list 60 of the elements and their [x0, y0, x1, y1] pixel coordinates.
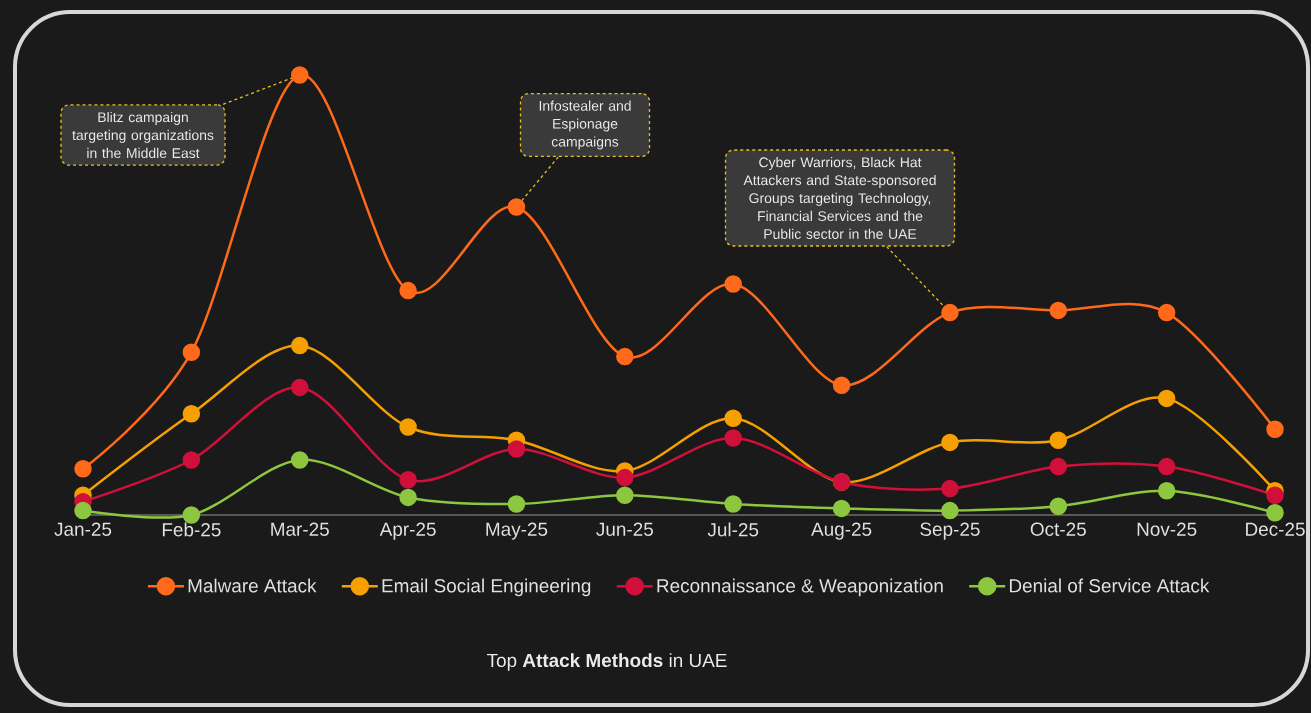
point: [832, 376, 851, 394]
point: [74, 501, 92, 520]
point: [832, 499, 851, 518]
x-tick-label: Feb-25: [162, 522, 221, 537]
x-tick-label: Apr-25: [379, 522, 436, 540]
x-tick-label: Dec-25: [1246, 522, 1305, 536]
x-tick-label: Mar-25: [271, 522, 329, 536]
annotation: Blitz campaign targeting organizations in the Middle East: [72, 111, 214, 159]
x-tick-label: Sep-25: [920, 522, 980, 540]
x-tick-label: Nov-25: [1137, 522, 1197, 536]
point: [399, 281, 417, 300]
point: [182, 343, 201, 361]
point: [290, 451, 309, 469]
point: [507, 440, 526, 458]
point: [1266, 504, 1284, 522]
point: [1266, 486, 1284, 504]
point: [724, 275, 742, 293]
point: [507, 495, 526, 513]
point: [941, 303, 959, 322]
point: [724, 495, 742, 513]
point: [399, 488, 417, 507]
point: [1049, 301, 1068, 320]
point: [616, 347, 634, 366]
x-tick-label: May-25: [486, 522, 548, 540]
point: [1157, 389, 1176, 408]
point: [74, 460, 92, 478]
x-tick-label: Jul-25: [707, 522, 759, 537]
x-tick-label: Jun-25: [596, 522, 653, 536]
point: [1157, 482, 1176, 500]
legend-label: Email Social Engineering: [382, 578, 591, 597]
point: [290, 336, 309, 355]
legend-label: Reconnaissance & Weaponization: [657, 578, 943, 597]
point: [182, 405, 201, 423]
annotation: Cyber Warriors, Black Hat Attackers and State-sponsored Groups targeting Technology, Financial Services and the Public sector in the UAE: [743, 157, 936, 239]
point: [290, 66, 309, 84]
point: [182, 451, 201, 469]
point: [616, 468, 634, 487]
point: [507, 198, 526, 216]
point: [399, 471, 417, 489]
point: [724, 409, 742, 427]
point: [941, 479, 959, 498]
text: Top Attack Methods in UAE: [486, 653, 727, 671]
point: [1157, 457, 1176, 476]
point: [290, 378, 309, 397]
point: [1266, 420, 1284, 438]
x-tick-label: Oct-25: [1030, 522, 1086, 536]
x-tick-label: Aug-25: [811, 522, 872, 540]
x-tick-label: Jan-25: [54, 522, 112, 536]
legend-label: Denial of Service Attack: [1009, 578, 1210, 593]
point: [1049, 457, 1068, 476]
point: [1157, 303, 1176, 322]
annotation: Infostealer and Espionage campaigns: [539, 100, 631, 150]
point: [399, 418, 417, 436]
point: [724, 429, 742, 447]
legend-label: Malware Attack: [188, 578, 317, 593]
point: [941, 501, 959, 520]
point: [1049, 497, 1068, 515]
point: [941, 433, 959, 452]
point: [616, 486, 634, 504]
point: [1049, 431, 1068, 449]
